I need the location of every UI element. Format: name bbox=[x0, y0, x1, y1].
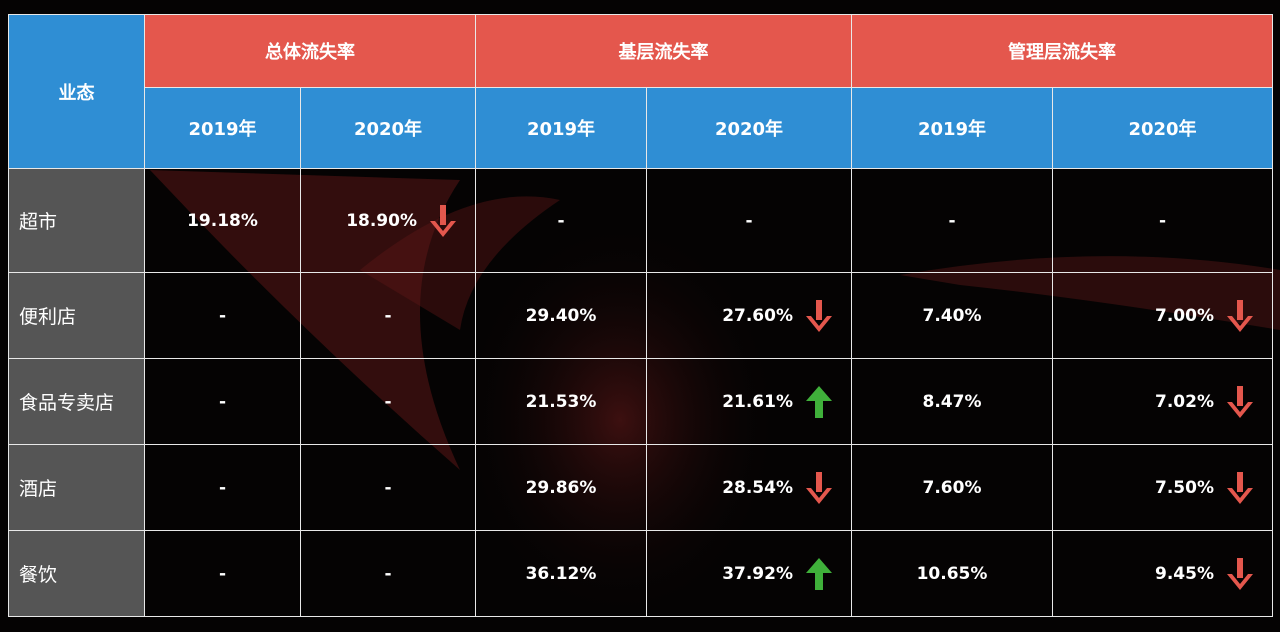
year-header: 2019年 bbox=[851, 87, 1053, 169]
arrow-down-icon bbox=[1226, 299, 1254, 333]
table-row: 餐饮 - - 36.12% 37.92% 10.65% 9.45% bbox=[8, 530, 1273, 617]
row-header: 超市 bbox=[8, 168, 145, 273]
row-header: 便利店 bbox=[8, 272, 145, 359]
table-cell: 36.12% bbox=[475, 530, 647, 617]
cell-value: 37.92% bbox=[722, 563, 793, 584]
table-cell: - bbox=[144, 444, 301, 531]
table-cell: 8.47% bbox=[851, 358, 1053, 445]
cell-value: - bbox=[218, 477, 227, 498]
cell-value: - bbox=[384, 391, 392, 412]
cell-value: 29.40% bbox=[525, 305, 597, 326]
table-cell: - bbox=[300, 358, 476, 445]
cell-value: - bbox=[218, 391, 227, 412]
cell-value: 9.45% bbox=[1155, 563, 1214, 584]
cell-value: 7.40% bbox=[922, 305, 982, 326]
table-cell: 7.40% bbox=[851, 272, 1053, 359]
table-cell: - bbox=[144, 272, 301, 359]
year-header: 2020年 bbox=[300, 87, 476, 169]
cell-value: 7.00% bbox=[1155, 305, 1214, 326]
row-header: 酒店 bbox=[8, 444, 145, 531]
table-cell: 9.45% bbox=[1052, 530, 1273, 617]
table-cell: - bbox=[300, 530, 476, 617]
table-cell: 37.92% bbox=[646, 530, 852, 617]
group-header-management: 管理层流失率 bbox=[851, 14, 1273, 88]
cell-value: - bbox=[557, 210, 565, 231]
arrow-down-icon bbox=[1226, 385, 1254, 419]
row-header: 餐饮 bbox=[8, 530, 145, 617]
year-header: 2019年 bbox=[144, 87, 301, 169]
table-cell: - bbox=[646, 168, 852, 273]
table-cell: 7.02% bbox=[1052, 358, 1273, 445]
cell-value: 36.12% bbox=[525, 563, 597, 584]
table-cell: 10.65% bbox=[851, 530, 1053, 617]
table-cell: 21.53% bbox=[475, 358, 647, 445]
cell-value: - bbox=[384, 305, 392, 326]
cell-value: - bbox=[218, 305, 227, 326]
cell-value: 18.90% bbox=[346, 210, 417, 231]
cell-value: - bbox=[948, 210, 956, 231]
table-cell: 7.00% bbox=[1052, 272, 1273, 359]
table-row: 食品专卖店 - - 21.53% 21.61% 8.47% 7.02% bbox=[8, 358, 1273, 445]
table-cell: - bbox=[144, 358, 301, 445]
row-header: 食品专卖店 bbox=[8, 358, 145, 445]
cell-value: 7.60% bbox=[922, 477, 982, 498]
table-body: 超市 19.18% 18.90% - - - - 便利店 - - 29.40% 27.60% 7.40%… bbox=[8, 168, 1273, 617]
cell-value: 28.54% bbox=[722, 477, 793, 498]
table-cell: - bbox=[300, 444, 476, 531]
cell-value: 8.47% bbox=[922, 391, 982, 412]
group-header-overall: 总体流失率 bbox=[144, 14, 476, 88]
cell-value: - bbox=[384, 477, 392, 498]
cell-value: - bbox=[745, 210, 753, 231]
table-row: 超市 19.18% 18.90% - - - - bbox=[8, 168, 1273, 273]
arrow-down-icon bbox=[805, 299, 833, 333]
year-header: 2020年 bbox=[1052, 87, 1273, 169]
year-header: 2020年 bbox=[646, 87, 852, 169]
arrow-up-icon bbox=[805, 557, 833, 591]
table-cell: 7.60% bbox=[851, 444, 1053, 531]
row-label-header: 业态 bbox=[8, 14, 145, 169]
table-cell: 29.86% bbox=[475, 444, 647, 531]
cell-value: - bbox=[384, 563, 392, 584]
arrow-down-icon bbox=[805, 471, 833, 505]
table-cell: 7.50% bbox=[1052, 444, 1273, 531]
cell-value: 27.60% bbox=[722, 305, 793, 326]
table-cell: - bbox=[144, 530, 301, 617]
table-cell: 19.18% bbox=[144, 168, 301, 273]
table-cell: - bbox=[475, 168, 647, 273]
arrow-down-icon bbox=[1226, 557, 1254, 591]
arrow-up-icon bbox=[805, 385, 833, 419]
table-cell: - bbox=[300, 272, 476, 359]
table-cell: 29.40% bbox=[475, 272, 647, 359]
table-row: 酒店 - - 29.86% 28.54% 7.60% 7.50% bbox=[8, 444, 1273, 531]
table-cell: - bbox=[1052, 168, 1273, 273]
cell-value: 21.61% bbox=[722, 391, 793, 412]
arrow-down-icon bbox=[1226, 471, 1254, 505]
table-cell: 18.90% bbox=[300, 168, 476, 273]
turnover-rate-table: 业态 总体流失率 基层流失率 管理层流失率 2019年 2020年 2019年 … bbox=[8, 14, 1273, 617]
group-header-frontline: 基层流失率 bbox=[475, 14, 852, 88]
cell-value: - bbox=[1158, 210, 1167, 231]
table-row: 便利店 - - 29.40% 27.60% 7.40% 7.00% bbox=[8, 272, 1273, 359]
table-cell: 28.54% bbox=[646, 444, 852, 531]
cell-value: 19.18% bbox=[187, 210, 258, 231]
cell-value: 7.50% bbox=[1155, 477, 1214, 498]
cell-value: 29.86% bbox=[525, 477, 597, 498]
year-header: 2019年 bbox=[475, 87, 647, 169]
cell-value: - bbox=[218, 563, 227, 584]
cell-value: 21.53% bbox=[525, 391, 597, 412]
cell-value: 10.65% bbox=[916, 563, 988, 584]
arrow-down-icon bbox=[429, 204, 457, 238]
table-cell: 21.61% bbox=[646, 358, 852, 445]
cell-value: 7.02% bbox=[1155, 391, 1214, 412]
table-cell: - bbox=[851, 168, 1053, 273]
table-cell: 27.60% bbox=[646, 272, 852, 359]
